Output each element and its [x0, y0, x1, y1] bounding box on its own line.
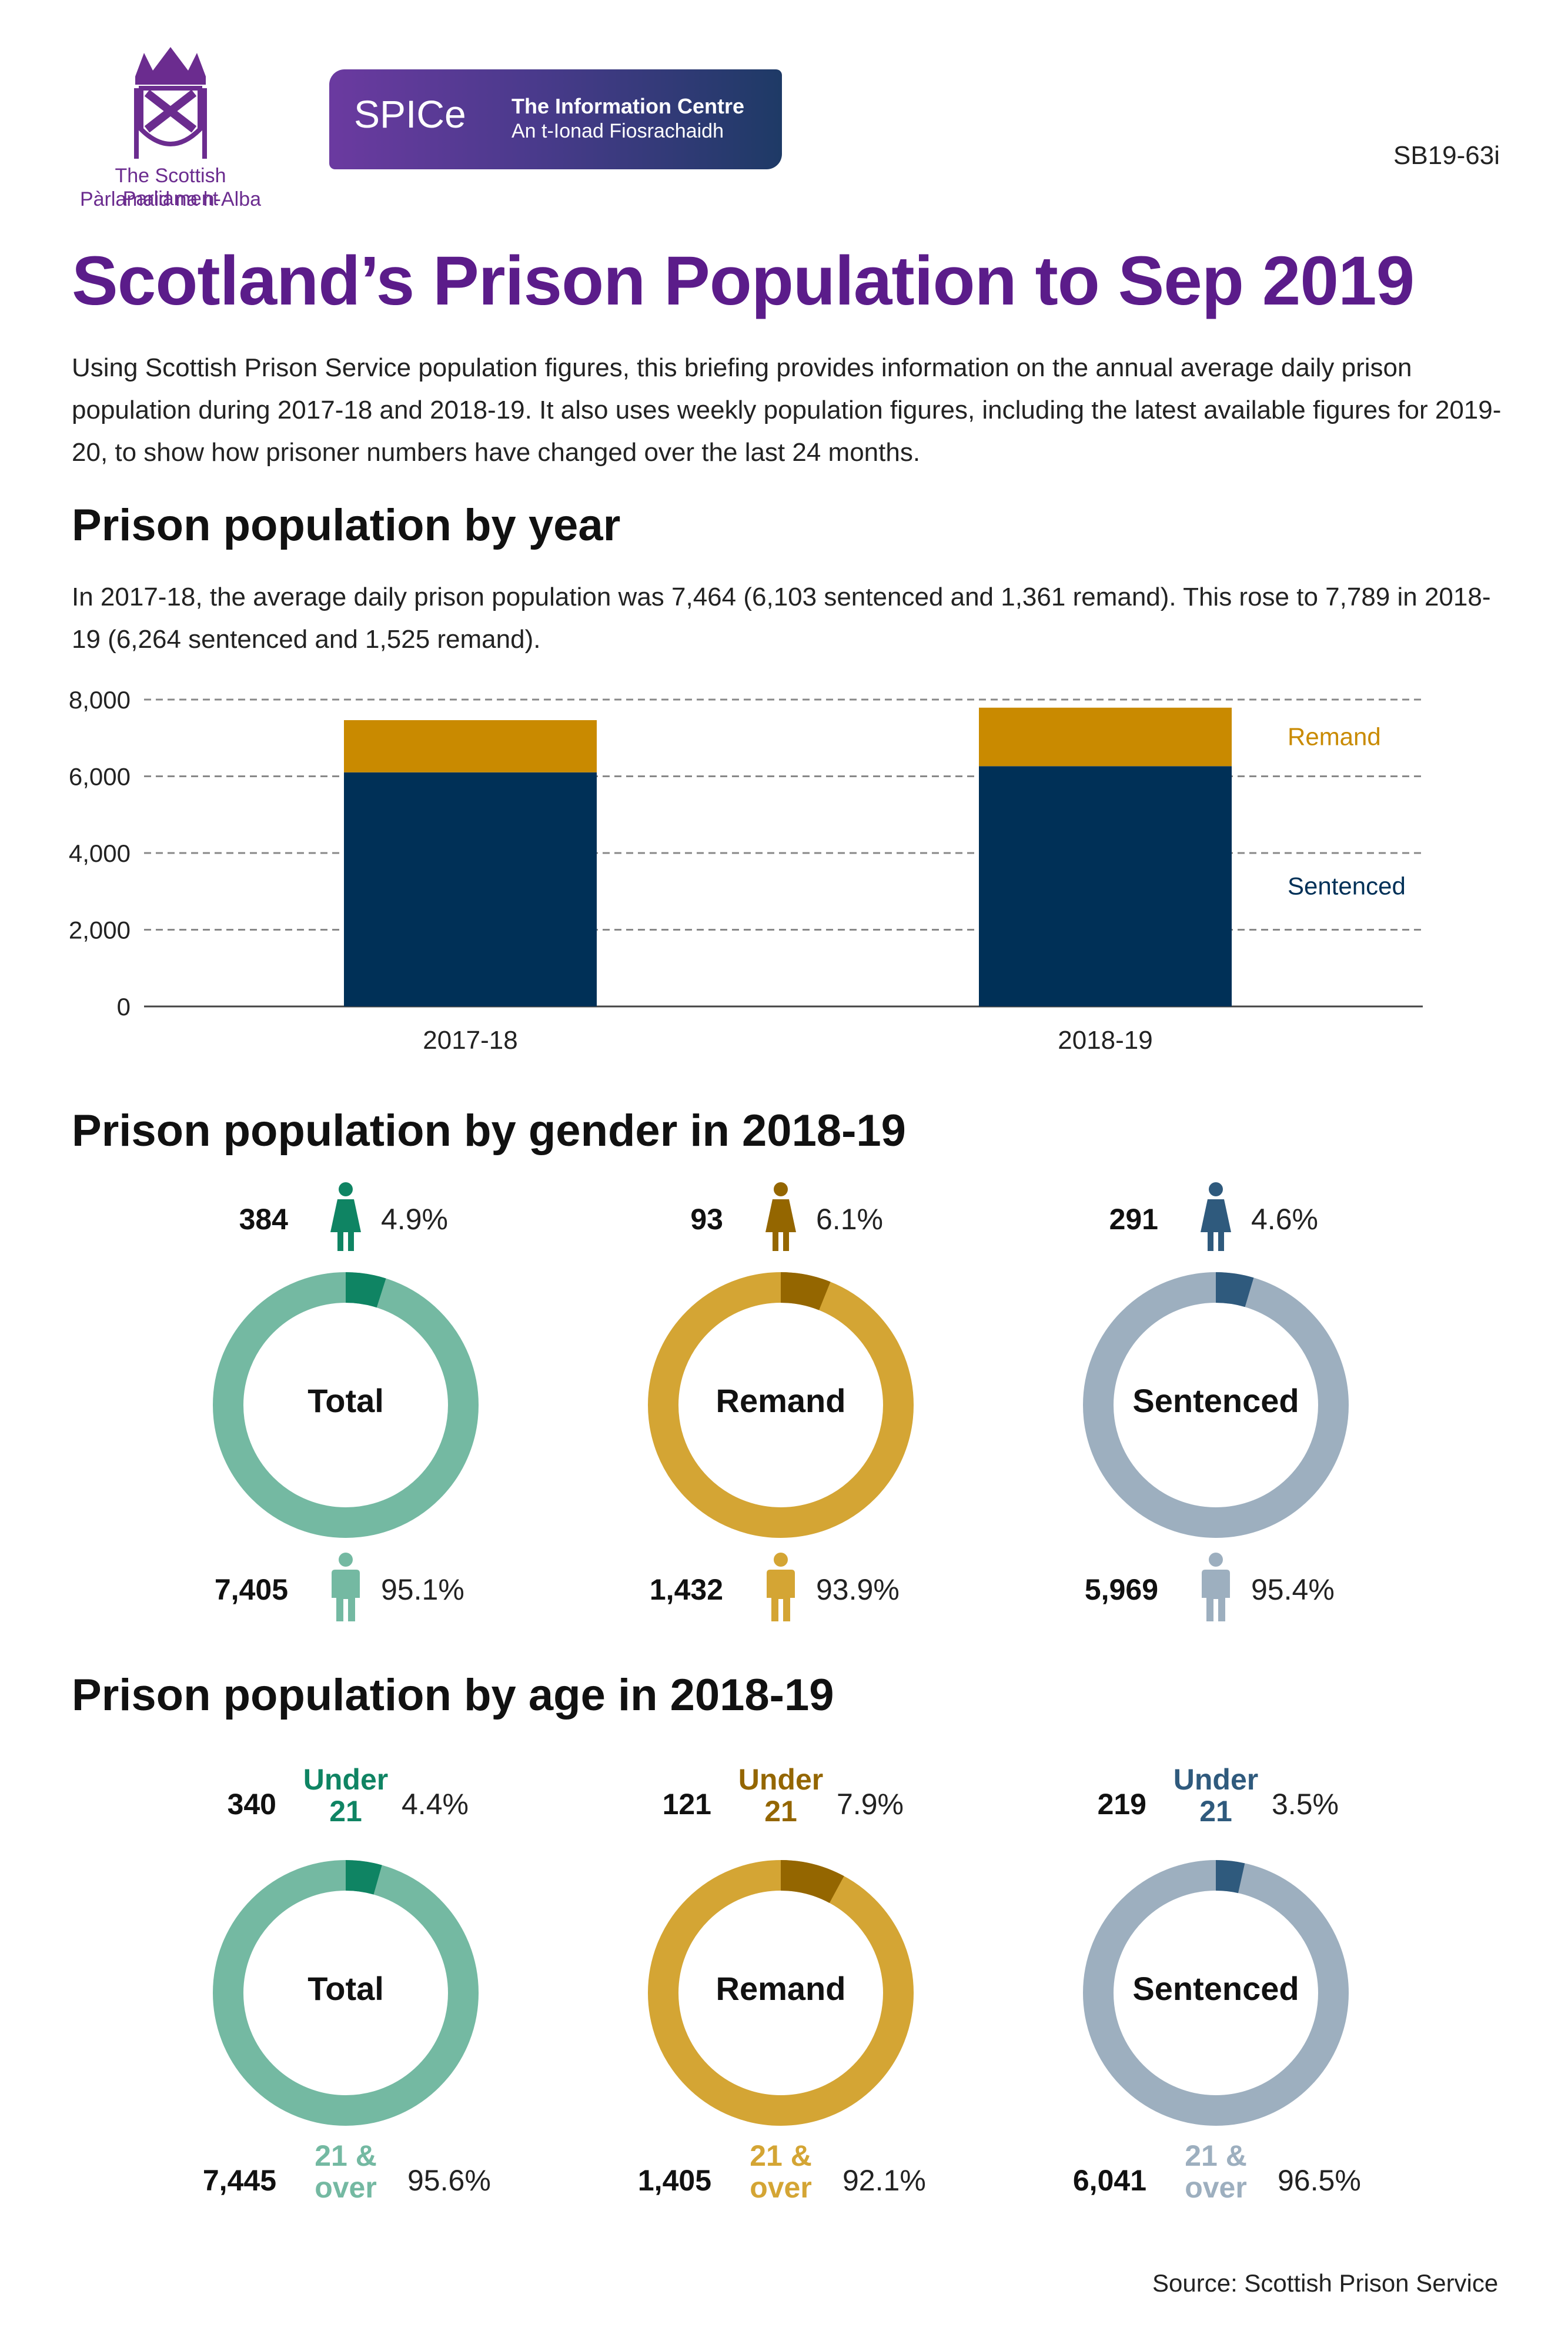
- over-21-count: 6,041: [1072, 2164, 1146, 2197]
- year-heading: Prison population by year: [72, 500, 621, 550]
- donut-center-label: Remand: [716, 1970, 846, 2007]
- under-21-count: 121: [662, 1788, 711, 1821]
- over-21-label: 21 & over: [1185, 2139, 1247, 2204]
- source-note: Source: Scottish Prison Service: [1152, 2269, 1499, 2297]
- bar-chart: 0 2,000 4,000 6,000 8,000 2017-18 2018-19 Sente…: [69, 686, 1423, 1055]
- under-21-percent: 4.4%: [402, 1788, 469, 1821]
- bar-remand: [979, 707, 1232, 767]
- donut-minority-arc: [1215, 1860, 1245, 1894]
- female-count: 93: [690, 1203, 723, 1236]
- donut-minority-arc: [345, 1272, 386, 1308]
- parliament-logo: The Scottish Parliament Pàrlamaid na h-A…: [65, 41, 276, 223]
- gender-heading: Prison population by gender in 2018-19: [72, 1106, 906, 1156]
- under-21-count: 219: [1097, 1788, 1146, 1821]
- donut-center-label: Total: [307, 1382, 384, 1419]
- over-21-label: 21 & over: [750, 2139, 812, 2204]
- male-count: 5,969: [1084, 1573, 1158, 1606]
- under-21-label: Under 21: [738, 1763, 824, 1828]
- under-21-label: Under 21: [1173, 1763, 1259, 1828]
- over-21-count: 7,445: [202, 2164, 276, 2197]
- parliament-name-gaelic: Pàrlamaid na h-Alba: [79, 188, 262, 210]
- under-21-label: Under 21: [303, 1763, 389, 1828]
- parliament-name: The Scottish Parliament: [115, 165, 226, 210]
- spice-brand: SPICe: [354, 92, 466, 136]
- legend-sentenced: Sentenced: [1288, 872, 1406, 900]
- x-tick-label: 2018-19: [1058, 1026, 1152, 1055]
- over-21-percent: 92.1%: [842, 2164, 926, 2197]
- briefing-reference: SB19-63i: [1393, 141, 1500, 170]
- female-count: 291: [1109, 1203, 1158, 1236]
- over-21-percent: 96.5%: [1278, 2164, 1361, 2197]
- bar-remand: [344, 720, 597, 772]
- female-icon: [1201, 1182, 1231, 1251]
- donut-center-label: Sentenced: [1132, 1382, 1299, 1419]
- spice-tagline: The Information Centre: [511, 94, 745, 118]
- donut-center-label: Total: [307, 1970, 384, 2007]
- y-tick-label: 6,000: [69, 763, 131, 791]
- female-count: 384: [239, 1203, 288, 1236]
- male-icon: [332, 1553, 360, 1621]
- male-percent: 95.4%: [1251, 1573, 1335, 1606]
- crown-shield-icon: [134, 47, 207, 159]
- male-count: 1,432: [649, 1573, 723, 1606]
- bar-sentenced: [979, 766, 1232, 1006]
- donut-minority-arc: [780, 1272, 831, 1310]
- legend-remand: Remand: [1288, 723, 1381, 751]
- over-21-label: 21 & over: [315, 2139, 377, 2204]
- male-percent: 95.1%: [381, 1573, 464, 1606]
- female-icon: [330, 1182, 361, 1251]
- female-icon: [765, 1182, 796, 1251]
- female-percent: 6.1%: [816, 1203, 883, 1236]
- y-tick-label: 2,000: [69, 917, 131, 944]
- over-21-percent: 95.6%: [407, 2164, 491, 2197]
- male-percent: 93.9%: [816, 1573, 900, 1606]
- donut-total: Total: [193, 1840, 499, 2146]
- donut-remand: Remand: [628, 1840, 934, 2146]
- intro-text: Using Scottish Prison Service population…: [72, 353, 1502, 467]
- page-title: Scotland’s Prison Population to Sep 2019: [72, 242, 1415, 320]
- donut-total: Total: [193, 1252, 499, 1558]
- under-21-percent: 7.9%: [837, 1788, 904, 1821]
- donut-sentenced: Sentenced: [1063, 1840, 1369, 2146]
- under-21-count: 340: [227, 1788, 276, 1821]
- year-summary: In 2017-18, the average daily prison pop…: [72, 583, 1491, 654]
- male-icon: [767, 1553, 795, 1621]
- female-percent: 4.6%: [1251, 1203, 1318, 1236]
- donut-sentenced: Sentenced: [1063, 1252, 1369, 1558]
- donut-minority-arc: [345, 1860, 382, 1895]
- spice-banner: SPICe The Information Centre An t-Ionad …: [329, 69, 782, 169]
- spice-tagline-gaelic: An t-Ionad Fiosrachaidh: [511, 120, 724, 142]
- donut-minority-arc: [1215, 1272, 1254, 1307]
- donut-minority-arc: [780, 1860, 844, 1904]
- donut-center-label: Remand: [716, 1382, 846, 1419]
- male-count: 7,405: [214, 1573, 288, 1606]
- under-21-percent: 3.5%: [1272, 1788, 1339, 1821]
- y-tick-label: 0: [117, 993, 131, 1021]
- donut-center-label: Sentenced: [1132, 1970, 1299, 2007]
- over-21-count: 1,405: [637, 2164, 711, 2197]
- y-tick-label: 4,000: [69, 839, 131, 867]
- age-heading: Prison population by age in 2018-19: [72, 1670, 834, 1720]
- bar-sentenced: [344, 772, 597, 1006]
- y-tick-label: 8,000: [69, 686, 131, 714]
- female-percent: 4.9%: [381, 1203, 448, 1236]
- x-tick-label: 2017-18: [423, 1026, 517, 1055]
- male-icon: [1202, 1553, 1230, 1621]
- donut-remand: Remand: [628, 1252, 934, 1558]
